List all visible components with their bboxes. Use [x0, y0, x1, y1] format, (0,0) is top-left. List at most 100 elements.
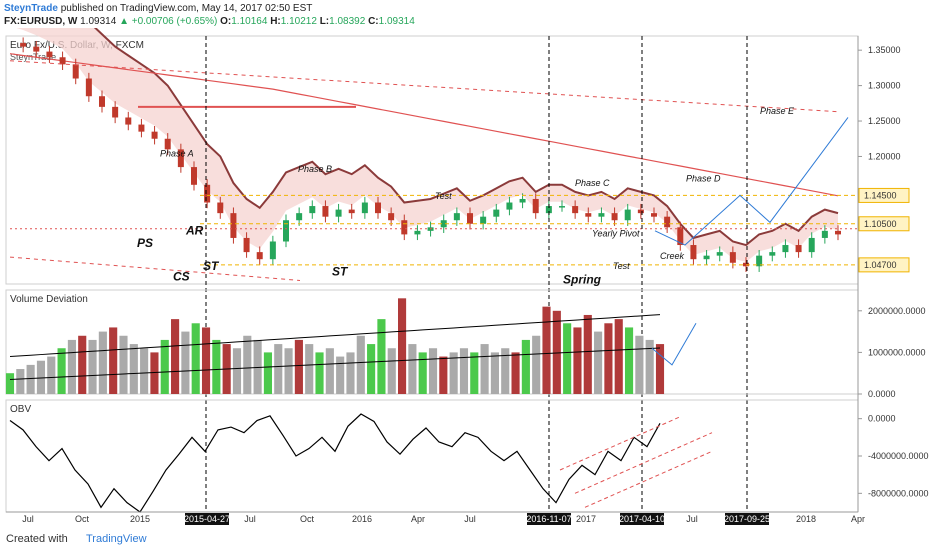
volume-bar — [459, 348, 469, 394]
y-tick-label: 1.35000 — [868, 45, 901, 55]
volume-bar — [480, 344, 489, 394]
chart-area[interactable]: Euro Fx/U.S. Dollar, W, FXCMSteynTrade1.… — [0, 28, 932, 530]
candle-body — [821, 230, 828, 238]
volume-bar — [47, 356, 56, 394]
volume-bar — [325, 348, 334, 394]
close-value: 1.09314 — [378, 16, 415, 27]
volume-bar — [583, 314, 592, 394]
volume-bar — [171, 319, 180, 394]
candle-body — [808, 237, 815, 253]
candle-body — [414, 230, 421, 235]
candle-body — [532, 198, 539, 214]
y-tick-label: -8000000.0000 — [868, 488, 929, 498]
volume-bar — [655, 344, 665, 394]
volume-bar — [263, 352, 272, 394]
candle-body — [322, 206, 329, 217]
volume-bar — [305, 344, 314, 394]
tradingview-logo[interactable]: TradingView — [86, 533, 147, 545]
candle-body — [164, 138, 171, 150]
annotation-4: Phase E — [760, 106, 795, 116]
volume-bar — [26, 364, 35, 394]
annotation-1: Phase B — [298, 164, 332, 174]
volume-bar — [604, 323, 613, 394]
x-tick-label: Jul — [464, 514, 476, 524]
volume-bar — [387, 348, 396, 394]
x-tick-label: 2016 — [352, 514, 372, 524]
x-tick-label: 2017 — [576, 514, 596, 524]
x-tick-label: Oct — [300, 514, 315, 524]
candle-body — [361, 202, 368, 214]
high-value: 1.10212 — [280, 16, 317, 27]
y-tick-label: 1.30000 — [868, 81, 901, 91]
candle-body — [651, 213, 657, 217]
candle-body — [85, 78, 92, 97]
candle-body — [309, 206, 316, 214]
volume-bar — [78, 335, 87, 394]
last-price: 1.09314 — [80, 16, 117, 27]
candle-body — [375, 202, 381, 214]
projection-arrow — [654, 117, 849, 246]
publish-line: SteynTrade published on TradingView.com,… — [4, 3, 312, 14]
y-tick-label: 1.20000 — [868, 151, 901, 161]
candle-body — [795, 245, 802, 253]
volume-panel: Volume Deviation 2000000.0000 1000000.0000… — [5, 289, 926, 399]
volume-bar — [563, 323, 572, 394]
candle-body — [256, 252, 263, 260]
candle-body — [677, 227, 684, 246]
candle-body — [401, 220, 408, 235]
candle-body — [480, 216, 487, 224]
candle-body — [125, 117, 132, 125]
candle-body — [782, 245, 789, 253]
candle-body — [506, 202, 513, 210]
volume-bar — [109, 327, 118, 394]
volume-bar — [191, 323, 200, 394]
volume-bar — [212, 339, 221, 394]
volume-bar — [201, 327, 211, 394]
candle-body — [519, 198, 526, 203]
volume-average-line — [9, 347, 661, 380]
candle-body — [348, 209, 355, 214]
level-badge — [858, 187, 910, 203]
volume-bar — [181, 331, 190, 394]
author-link[interactable]: SteynTrade — [4, 3, 58, 14]
annotation-13: Test — [613, 261, 630, 271]
volume-bar — [336, 356, 345, 394]
created-with-label: Created with — [6, 533, 68, 545]
candle-body — [112, 106, 119, 118]
candle-body — [493, 209, 500, 217]
candle-body — [33, 46, 40, 52]
volume-bar — [511, 352, 520, 394]
volume-bar — [470, 352, 479, 394]
obv-line — [9, 413, 661, 513]
x-tick-label: 2017-04-10 — [619, 514, 665, 524]
candle-body — [388, 213, 395, 221]
candle-body — [72, 64, 79, 79]
annotation-9: ST — [332, 264, 349, 278]
annotation-0: Phase A — [160, 148, 194, 158]
candle-body — [269, 241, 276, 260]
volume-bar — [119, 335, 128, 394]
candle-body — [99, 96, 105, 107]
candle-body — [756, 255, 763, 267]
candle-body — [690, 245, 697, 260]
volume-bar — [614, 319, 623, 394]
volume-bar — [356, 335, 365, 394]
time-axis: Jul Oct 2015 2015-04-27 Jul Oct 2016 Apr Jul 2016… — [6, 36, 865, 525]
obv-title: OBV — [10, 404, 31, 415]
candle-body — [453, 213, 460, 221]
candle-body — [703, 255, 710, 260]
candle-body — [151, 131, 158, 139]
candle-body — [598, 213, 605, 217]
annotation-5: PS — [137, 236, 153, 250]
volume-bar — [140, 348, 149, 394]
obv-channel-upper — [559, 416, 681, 471]
x-tick-label: 2015-04-27 — [184, 514, 230, 524]
volume-bar — [594, 331, 603, 394]
volume-bar — [88, 339, 97, 394]
candle-body — [59, 57, 66, 65]
footer: Created with TradingView — [0, 529, 932, 550]
change-value: ▲ +0.00706 (+0.65%) — [119, 16, 218, 27]
volume-bar — [284, 348, 293, 394]
candle-body — [204, 184, 211, 203]
candle-body — [283, 220, 289, 242]
